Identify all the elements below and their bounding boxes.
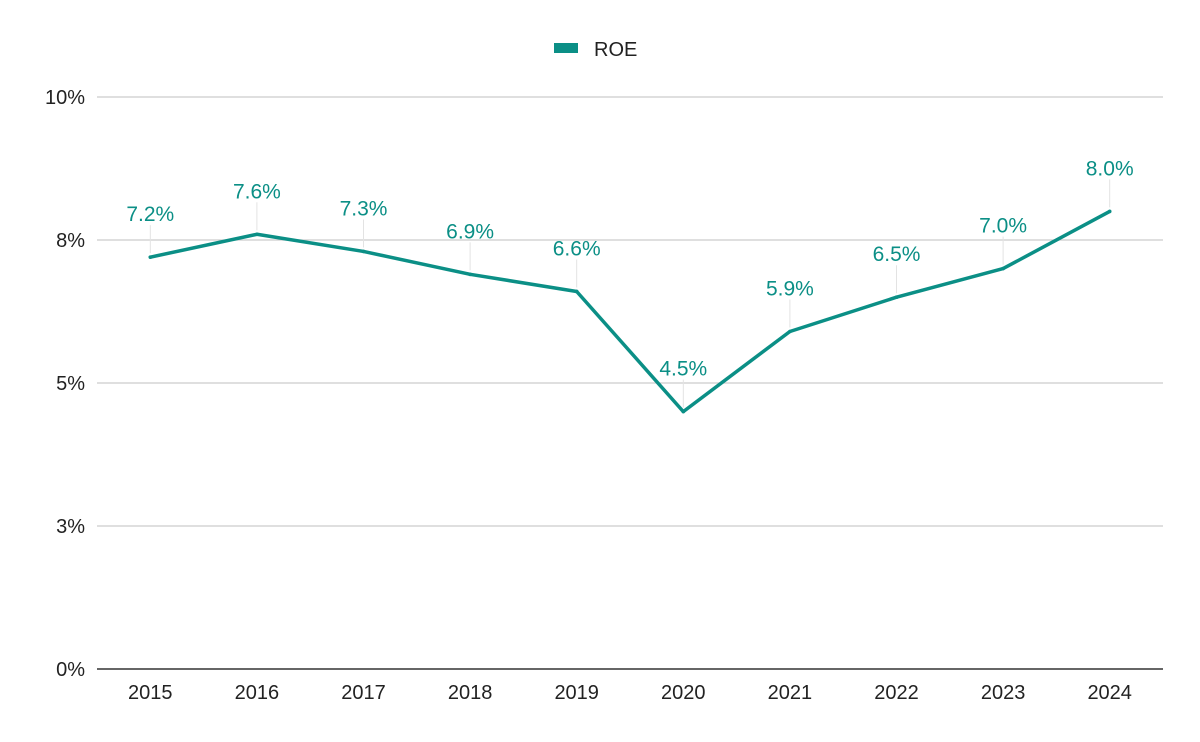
series-line-roe (148, 209, 1112, 414)
x-tick-label: 2022 (874, 682, 919, 704)
y-tick-label: 5% (56, 373, 85, 395)
data-point (255, 232, 259, 237)
x-tick-label: 2018 (448, 682, 493, 704)
y-axis: 0% 3% 5% 8% 10% (45, 87, 85, 681)
x-tick-label: 2023 (981, 682, 1026, 704)
data-label: 7.2% (126, 203, 174, 226)
data-point (574, 289, 579, 294)
y-tick-label: 3% (56, 516, 85, 538)
x-axis: 2015 2016 2017 2018 2019 2020 2021 2022 2023 2024 (97, 668, 1163, 704)
legend: ROE (554, 39, 637, 61)
data-point (1107, 209, 1112, 214)
gridlines (97, 96, 1163, 527)
y-tick-label: 10% (45, 87, 85, 109)
data-label: 8.0% (1086, 157, 1134, 180)
data-label: 7.3% (340, 197, 388, 220)
data-label: 5.9% (766, 278, 814, 301)
x-tick-label: 2019 (554, 682, 599, 704)
data-labels: 7.2% 7.6% 7.3% 6.9% 6.6% 4.5% 5.9% 6.5% 7.0% 8.0% (126, 157, 1133, 380)
data-point (788, 329, 792, 334)
x-tick-label: 2020 (661, 682, 706, 704)
legend-swatch-roe (554, 43, 578, 53)
y-tick-label: 0% (56, 659, 85, 681)
x-tick-label: 2017 (341, 682, 386, 704)
x-tick-label: 2016 (235, 682, 280, 704)
data-point (1001, 266, 1005, 271)
x-tick-label: 2015 (128, 682, 173, 704)
data-label: 6.6% (553, 237, 601, 260)
data-label: 7.0% (979, 215, 1027, 238)
x-tick-label: 2024 (1087, 682, 1132, 704)
y-tick-label: 8% (56, 230, 85, 252)
x-tick-label: 2021 (768, 682, 813, 704)
data-point (148, 255, 153, 259)
legend-label-roe: ROE (594, 39, 637, 61)
data-label-leaders (149, 179, 1111, 408)
data-point (894, 295, 899, 300)
data-point (681, 409, 686, 414)
data-label: 4.5% (659, 358, 707, 381)
data-point (468, 272, 472, 277)
data-point (361, 249, 366, 254)
data-label: 7.6% (233, 180, 281, 203)
data-label: 6.9% (446, 220, 494, 243)
series-roe (148, 209, 1112, 414)
data-label: 6.5% (873, 243, 921, 266)
